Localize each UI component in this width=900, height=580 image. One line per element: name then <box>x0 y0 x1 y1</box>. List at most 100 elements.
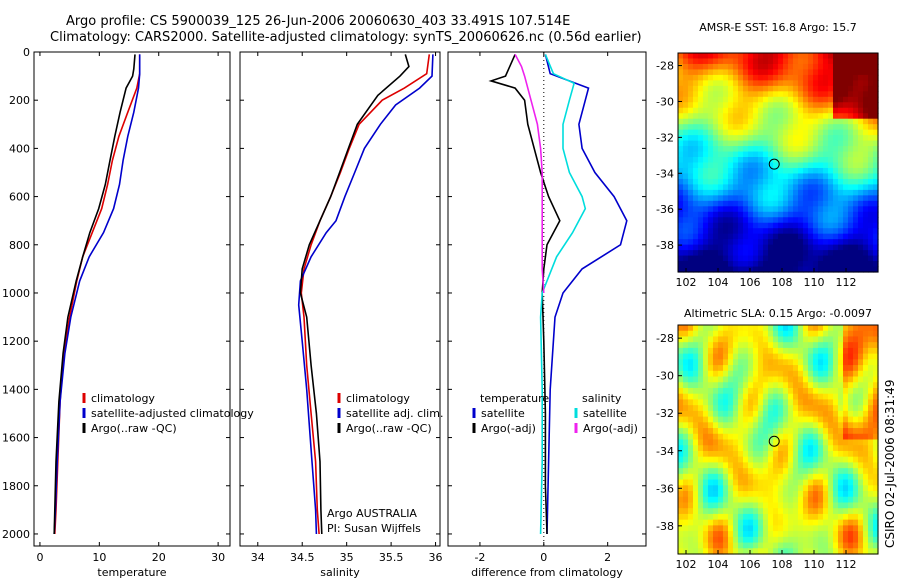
sst-map-cell <box>763 184 769 191</box>
sst-map-cell <box>873 146 879 153</box>
sla-map-cell <box>828 445 834 452</box>
sla-map-cell <box>798 353 804 360</box>
sla-map-cell <box>833 502 839 509</box>
sla-map-cell <box>823 536 829 544</box>
sla-map-cell <box>813 393 819 401</box>
sst-map-cell <box>853 178 859 185</box>
sla-map-cell <box>738 399 744 406</box>
sst-map-cell <box>723 58 729 65</box>
sst-map-cell <box>833 222 839 229</box>
sla-map-cell <box>718 468 724 475</box>
sla-map-cell <box>823 422 829 429</box>
sst-map-cell <box>753 178 759 185</box>
sla-map-cell <box>818 422 824 429</box>
sla-map-cell <box>698 439 704 446</box>
sst-map-cell <box>768 74 774 81</box>
sla-map-cell <box>833 416 839 423</box>
sst-map-cell <box>693 200 699 207</box>
sst-map-cell <box>828 233 834 240</box>
sst-map-cell <box>723 63 729 71</box>
sst-map-cell <box>743 167 749 175</box>
sst-map-cell <box>873 217 879 224</box>
sst-map-cell <box>748 261 754 268</box>
sla-map-cell <box>768 548 774 555</box>
sla-map-cell <box>753 353 759 360</box>
sla-map-cell <box>828 456 834 463</box>
sla-map-cell <box>808 370 814 378</box>
sla-map-cell <box>788 353 794 360</box>
sst-map-cell <box>703 195 709 202</box>
sst-map-cell <box>818 250 824 257</box>
sla-map-cell <box>873 347 879 355</box>
sst-map-cell <box>803 74 809 81</box>
sst-map-cell <box>678 113 684 120</box>
sla-map-cell <box>838 330 844 338</box>
sla-map-cell <box>868 359 874 366</box>
sst-map-cell <box>828 135 834 142</box>
sst-map-cell <box>843 261 849 268</box>
sst-map-cell <box>803 113 809 120</box>
sla-map-cell <box>818 410 824 418</box>
sla-map-cell <box>813 536 819 544</box>
sst-map-cell <box>693 189 699 196</box>
sla-map-cell <box>693 536 699 544</box>
sla-map-cell <box>843 342 849 349</box>
sla-map-cell <box>858 325 864 332</box>
sst-map-cell <box>853 146 859 153</box>
sla-map-cell <box>748 416 754 423</box>
sla-map-cell <box>763 462 769 469</box>
sla-map-cell <box>738 405 744 412</box>
sla-map-cell <box>798 422 804 429</box>
sst-map-cell <box>773 91 779 98</box>
sst-map-cell <box>818 255 824 262</box>
sla-map-cell <box>823 473 829 481</box>
sst-map-cell <box>708 85 714 92</box>
sst-map-cell <box>688 129 694 136</box>
sst-map-cell <box>703 118 709 125</box>
sst-map-cell <box>738 157 744 164</box>
sla-map-cell <box>833 473 839 481</box>
sst-map-cell <box>718 113 724 120</box>
sla-map-cell <box>713 399 719 406</box>
sla-map-cell <box>863 485 869 492</box>
sla-map-cell <box>843 536 849 544</box>
sla-map-cell <box>688 519 694 526</box>
sst-map-cell <box>728 151 734 158</box>
sla-map-cell <box>753 399 759 406</box>
sst-map-cell <box>743 74 749 81</box>
sla-map-cell <box>728 428 734 435</box>
sla-map-cell <box>723 359 729 366</box>
sla-map-cell <box>678 456 684 463</box>
sla-map-cell <box>863 428 869 435</box>
sst-map-cell <box>728 129 734 136</box>
sst-map-cell <box>758 200 764 207</box>
sla-map-cell <box>808 382 814 389</box>
sla-map-cell <box>718 439 724 446</box>
sst-map-cell <box>688 135 694 142</box>
sst-map-cell <box>743 146 749 153</box>
sst-map-cell <box>768 135 774 142</box>
sla-map-cell <box>833 387 839 395</box>
sst-map-cell <box>838 107 844 114</box>
sst-map-cell <box>873 140 879 147</box>
sst-map-cell <box>753 96 759 103</box>
sla-map-cell <box>768 479 774 486</box>
sst-map-cell <box>733 217 739 224</box>
sla-map-cell <box>873 399 879 406</box>
sla-map-cell <box>768 428 774 435</box>
sla-map-cell <box>848 519 854 526</box>
sla-map-cell <box>788 496 794 504</box>
sla-map-cell <box>803 433 809 441</box>
sla-map-cell <box>728 542 734 549</box>
sla-map-cell <box>868 405 874 412</box>
sla-map-cell <box>793 548 799 555</box>
sla-map-cell <box>873 330 879 338</box>
sst-map-cell <box>868 217 874 224</box>
sst-map-cell <box>793 140 799 147</box>
sst-map-cell <box>688 124 694 131</box>
sst-map-cell <box>678 118 684 125</box>
sst-map-cell <box>753 85 759 92</box>
sla-map-cell <box>838 513 844 521</box>
sla-map-cell <box>723 330 729 338</box>
sst-map-cell <box>793 80 799 87</box>
